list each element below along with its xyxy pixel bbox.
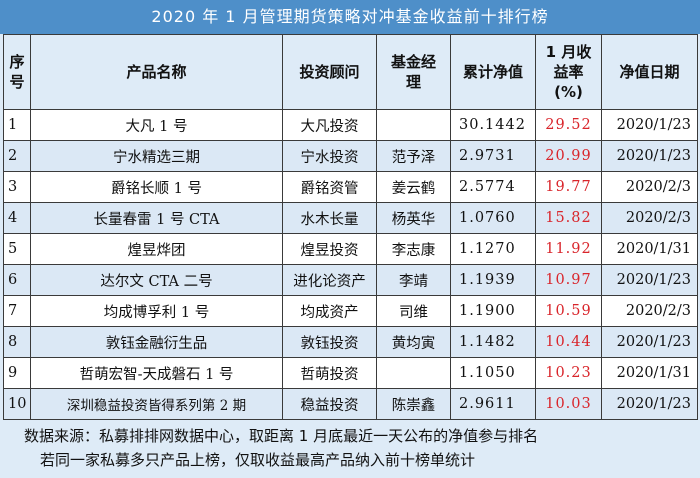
cell-return: 10.23	[535, 357, 602, 389]
cell-advisor: 爵铭资管	[282, 171, 377, 203]
cell-nav: 2.5774	[450, 171, 536, 203]
cell-seq: 3	[3, 171, 31, 203]
cell-return: 19.77	[535, 171, 602, 203]
cell-seq: 1	[3, 109, 31, 141]
cell-seq: 2	[3, 140, 31, 172]
cell-nav: 1.1900	[450, 295, 536, 327]
cell-nav: 2.9731	[450, 140, 536, 172]
cell-date: 2020/2/3	[601, 295, 698, 327]
cell-nav: 30.1442	[450, 109, 536, 141]
cell-manager: 姜云鹤	[376, 171, 451, 203]
header-date: 净值日期	[601, 34, 698, 110]
ranking-table: 序号 产品名称 投资顾问 基金经理 累计净值 1 月收益率 (%) 净值日期 1…	[3, 34, 698, 420]
header-nav: 累计净值	[450, 34, 536, 110]
cell-advisor: 水木长量	[282, 202, 377, 234]
cell-advisor: 哲萌投资	[282, 357, 377, 389]
table-row: 7 均成博孚利 1 号 均成资产 司维 1.1900 10.59 2020/2/…	[3, 295, 698, 327]
cell-seq: 10	[3, 388, 31, 420]
cell-nav: 1.1050	[450, 357, 536, 389]
cell-advisor: 敦钰投资	[282, 326, 377, 358]
header-row: 序号 产品名称 投资顾问 基金经理 累计净值 1 月收益率 (%) 净值日期	[3, 34, 698, 110]
table-row: 8 敦钰金融衍生品 敦钰投资 黄均寅 1.1482 10.44 2020/1/2…	[3, 326, 698, 358]
cell-seq: 4	[3, 202, 31, 234]
cell-return: 11.92	[535, 233, 602, 265]
cell-advisor: 稳益投资	[282, 388, 377, 420]
table-row: 5 煌昱烨团 煌昱投资 李志康 1.1270 11.92 2020/1/31	[3, 233, 698, 265]
cell-nav: 2.9611	[450, 388, 536, 420]
cell-product: 均成博孚利 1 号	[30, 295, 283, 327]
cell-seq: 8	[3, 326, 31, 358]
cell-return: 15.82	[535, 202, 602, 234]
cell-date: 2020/1/23	[601, 109, 698, 141]
footnote-rule: 若同一家私募多只产品上榜，仅取收益最高产品纳入前十榜单统计	[40, 451, 476, 469]
cell-return: 20.99	[535, 140, 602, 172]
cell-nav: 1.1482	[450, 326, 536, 358]
cell-manager: 范予泽	[376, 140, 451, 172]
cell-seq: 6	[3, 264, 31, 296]
cell-date: 2020/1/31	[601, 357, 698, 389]
cell-advisor: 均成资产	[282, 295, 377, 327]
cell-product: 长量春雷 1 号 CTA	[30, 202, 283, 234]
cell-product: 达尔文 CTA 二号	[30, 264, 283, 296]
cell-product: 大凡 1 号	[30, 109, 283, 141]
cell-date: 2020/2/3	[601, 202, 698, 234]
cell-advisor: 进化论资产	[282, 264, 377, 296]
cell-manager: 李志康	[376, 233, 451, 265]
cell-seq: 9	[3, 357, 31, 389]
cell-manager: 杨英华	[376, 202, 451, 234]
cell-manager: 陈崇鑫	[376, 388, 451, 420]
cell-manager: 司维	[376, 295, 451, 327]
footnote-source: 数据来源：私募排排网数据中心，取距离 1 月底最近一天公布的净值参与排名	[24, 427, 539, 445]
cell-advisor: 大凡投资	[282, 109, 377, 141]
cell-date: 2020/1/23	[601, 388, 698, 420]
cell-nav: 1.1939	[450, 264, 536, 296]
cell-manager: 李靖	[376, 264, 451, 296]
table-title: 2020 年 1 月管理期货策略对冲基金收益前十排行榜	[0, 0, 700, 34]
cell-product: 宁水精选三期	[30, 140, 283, 172]
cell-advisor: 煌昱投资	[282, 233, 377, 265]
table-row: 9 哲萌宏智-天成磐石 1 号 哲萌投资 1.1050 10.23 2020/1…	[3, 357, 698, 389]
table-row: 4 长量春雷 1 号 CTA 水木长量 杨英华 1.0760 15.82 202…	[3, 202, 698, 234]
cell-product: 深圳稳益投资皆得系列第 2 期	[30, 388, 283, 420]
cell-nav: 1.0760	[450, 202, 536, 234]
footnote: 数据来源：私募排排网数据中心，取距离 1 月底最近一天公布的净值参与排名 若同一…	[0, 424, 700, 478]
header-product: 产品名称	[30, 34, 283, 110]
table-row: 3 爵铭长顺 1 号 爵铭资管 姜云鹤 2.5774 19.77 2020/2/…	[3, 171, 698, 203]
cell-product: 哲萌宏智-天成磐石 1 号	[30, 357, 283, 389]
table-row: 10 深圳稳益投资皆得系列第 2 期 稳益投资 陈崇鑫 2.9611 10.03…	[3, 388, 698, 420]
table-row: 6 达尔文 CTA 二号 进化论资产 李靖 1.1939 10.97 2020/…	[3, 264, 698, 296]
cell-return: 10.03	[535, 388, 602, 420]
cell-advisor: 宁水投资	[282, 140, 377, 172]
cell-date: 2020/1/23	[601, 264, 698, 296]
cell-product: 敦钰金融衍生品	[30, 326, 283, 358]
cell-return: 10.44	[535, 326, 602, 358]
cell-date: 2020/1/23	[601, 326, 698, 358]
header-advisor: 投资顾问	[282, 34, 377, 110]
cell-date: 2020/2/3	[601, 171, 698, 203]
header-return: 1 月收益率 (%)	[535, 34, 602, 110]
cell-manager	[376, 109, 451, 141]
cell-date: 2020/1/31	[601, 233, 698, 265]
header-seq: 序号	[3, 34, 31, 110]
cell-return: 10.59	[535, 295, 602, 327]
cell-date: 2020/1/23	[601, 140, 698, 172]
cell-seq: 5	[3, 233, 31, 265]
cell-seq: 7	[3, 295, 31, 327]
cell-product: 爵铭长顺 1 号	[30, 171, 283, 203]
header-manager: 基金经理	[376, 34, 451, 110]
table-row: 1 大凡 1 号 大凡投资 30.1442 29.52 2020/1/23	[3, 109, 698, 141]
cell-manager: 黄均寅	[376, 326, 451, 358]
cell-nav: 1.1270	[450, 233, 536, 265]
cell-product: 煌昱烨团	[30, 233, 283, 265]
cell-manager	[376, 357, 451, 389]
cell-return: 29.52	[535, 109, 602, 141]
cell-return: 10.97	[535, 264, 602, 296]
table-row: 2 宁水精选三期 宁水投资 范予泽 2.9731 20.99 2020/1/23	[3, 140, 698, 172]
